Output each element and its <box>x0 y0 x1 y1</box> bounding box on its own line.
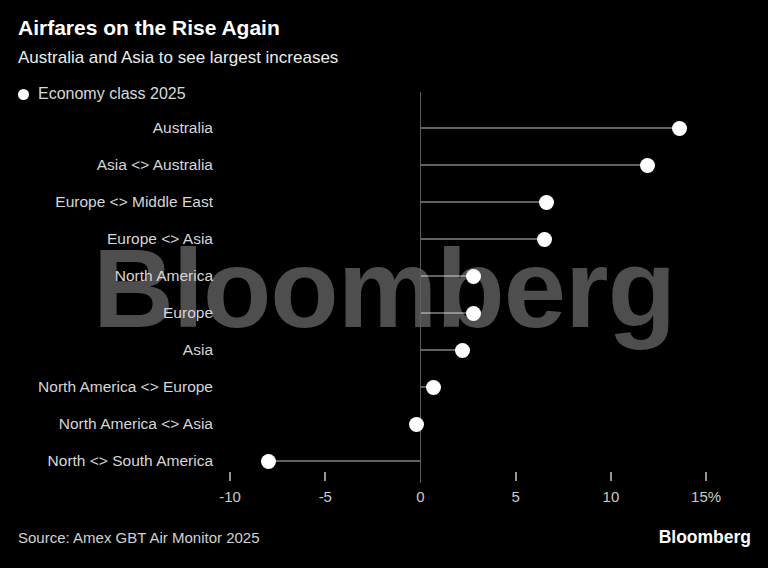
x-axis-tick <box>515 472 517 481</box>
data-point-dot <box>539 195 554 210</box>
category-label: North America <> Europe <box>0 377 213 397</box>
x-axis-tick <box>229 472 231 481</box>
category-label: Europe <box>0 303 213 323</box>
x-axis-tick-label: 10 <box>603 488 620 505</box>
lollipop-stem <box>421 164 648 166</box>
lollipop-stem <box>421 238 545 240</box>
lollipop-stem <box>268 460 420 462</box>
page-title: Airfares on the Rise Again <box>18 16 280 40</box>
source-note: Source: Amex GBT Air Monitor 2025 <box>18 529 260 546</box>
data-point-dot <box>640 158 655 173</box>
x-axis-tick <box>705 472 707 481</box>
lollipop-stem <box>421 127 680 129</box>
category-label: North America <box>0 266 213 286</box>
data-point-dot <box>426 380 441 395</box>
data-point-dot <box>466 306 481 321</box>
legend-dot-icon <box>18 89 29 100</box>
category-label: Europe <> Asia <box>0 229 213 249</box>
data-point-dot <box>261 454 276 469</box>
data-point-dot <box>466 269 481 284</box>
category-label: North America <> Asia <box>0 414 213 434</box>
x-axis-tick <box>610 472 612 481</box>
x-axis-tick-label: 5 <box>512 488 520 505</box>
lollipop-stem <box>421 201 547 203</box>
chart-subtitle: Australia and Asia to see largest increa… <box>18 48 338 68</box>
legend-label: Economy class 2025 <box>38 85 186 103</box>
x-axis-tick-label: -10 <box>219 488 241 505</box>
category-label: Asia <box>0 340 213 360</box>
x-axis-tick-label: -5 <box>319 488 332 505</box>
data-point-dot <box>537 232 552 247</box>
category-label: Europe <> Middle East <box>0 192 213 212</box>
chart-legend: Economy class 2025 <box>18 85 186 103</box>
data-point-dot <box>409 417 424 432</box>
x-axis-tick-label: 0 <box>416 488 424 505</box>
x-axis-tick <box>324 472 326 481</box>
data-point-dot <box>672 121 687 136</box>
data-point-dot <box>455 343 470 358</box>
category-label: North <> South America <box>0 451 213 471</box>
category-label: Asia <> Australia <box>0 155 213 175</box>
x-axis-tick-label: 15% <box>691 488 721 505</box>
category-label: Australia <box>0 118 213 138</box>
bloomberg-logo: Bloomberg <box>659 527 751 548</box>
